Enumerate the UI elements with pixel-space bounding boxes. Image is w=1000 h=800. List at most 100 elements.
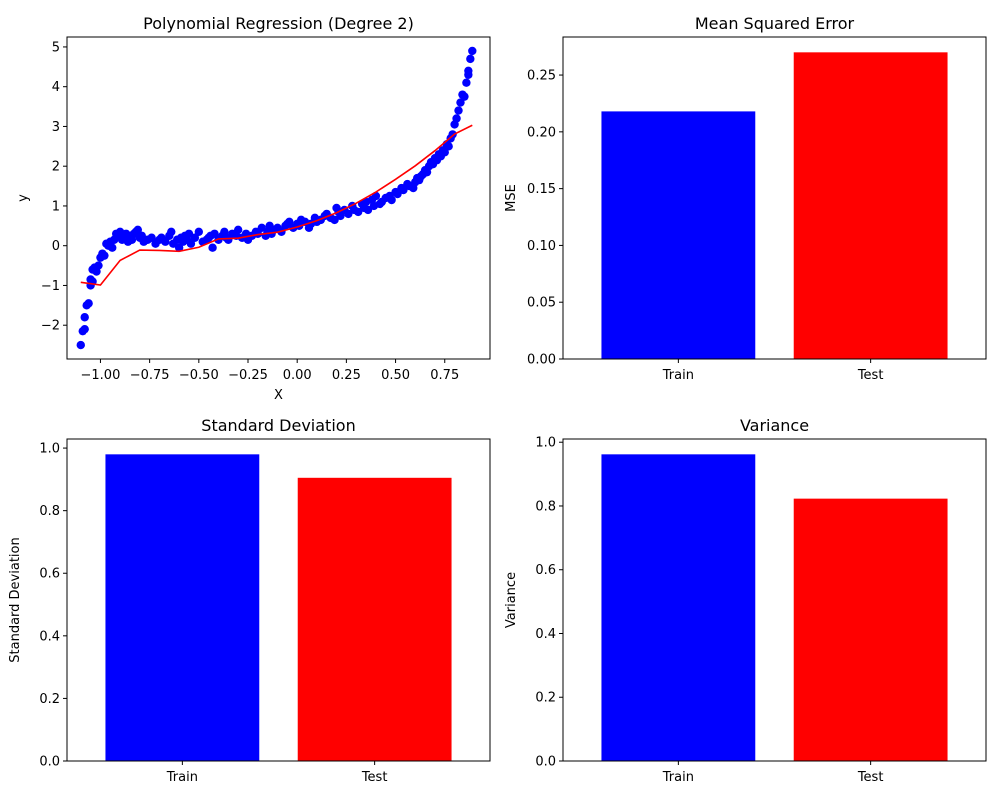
y-tick-label: 3 (52, 120, 60, 135)
plot-frame (66, 438, 491, 762)
y-axis-label: MSE (504, 184, 519, 212)
data-point (353, 207, 363, 217)
data-point (147, 233, 156, 242)
x-tick-label: Train (662, 770, 694, 785)
data-point (440, 148, 449, 157)
data-point (210, 229, 219, 238)
bar-train (601, 454, 756, 761)
y-tick-label: 0.2 (535, 691, 556, 706)
x-tick-label: 0.25 (332, 368, 361, 383)
bar-train (105, 454, 260, 761)
y-tick-label: 0.00 (527, 353, 556, 368)
x-tick-label: −0.25 (228, 368, 268, 383)
data-point (336, 211, 345, 221)
data-point (233, 225, 243, 235)
data-point (399, 185, 408, 195)
data-point (133, 225, 143, 235)
data-point (452, 114, 461, 123)
y-axis-label: Variance (504, 572, 519, 628)
data-point (190, 233, 200, 242)
x-tick-label: −0.75 (130, 368, 170, 383)
x-tick-label: Test (857, 368, 884, 383)
y-tick-label: 2 (52, 160, 60, 175)
x-axis-label: X (274, 388, 283, 403)
data-point (464, 66, 473, 75)
plot-frame (562, 438, 987, 762)
x-tick-label: −0.50 (179, 368, 219, 383)
data-point (94, 261, 103, 270)
data-point (108, 243, 117, 252)
chart-title: Polynomial Regression (Degree 2) (143, 14, 414, 33)
data-point (174, 243, 184, 252)
y-tick-label: 0.8 (39, 504, 60, 519)
data-point (466, 54, 475, 64)
x-tick-label: 0.00 (283, 368, 312, 383)
bar-test (793, 52, 948, 359)
data-point (285, 217, 294, 227)
x-tick-label: Train (662, 368, 694, 383)
y-tick-label: 5 (52, 40, 60, 55)
data-point (344, 209, 353, 219)
data-point (468, 46, 477, 56)
data-point (454, 106, 463, 115)
data-point (186, 239, 196, 248)
data-point (387, 195, 396, 205)
chart-panel-2: Mean Squared Error MSE 0.00 0.05 0.10 0.15 0.2… (504, 14, 987, 383)
data-point (84, 299, 93, 308)
data-point (330, 215, 339, 225)
y-tick-label: 0.4 (39, 629, 60, 644)
data-point (456, 98, 465, 107)
y-tick-label: −2 (41, 319, 60, 334)
data-point (161, 237, 170, 246)
data-point (184, 229, 194, 238)
x-tick-label: 0.75 (430, 368, 459, 383)
data-point (208, 243, 217, 252)
y-tick-label: 1.0 (39, 442, 60, 457)
y-tick-label: −1 (41, 279, 60, 294)
y-tick-label: 1.0 (535, 436, 556, 451)
data-point (167, 227, 176, 236)
y-tick-label: 0.20 (527, 125, 556, 140)
x-tick-label: −1.00 (81, 368, 121, 383)
plot-frame (66, 36, 491, 360)
x-tick-label: Test (361, 770, 388, 785)
chart-title: Variance (740, 416, 809, 435)
bar-test (793, 498, 948, 761)
y-axis-label: y (16, 194, 31, 202)
y-tick-label: 0.15 (527, 182, 556, 197)
data-point (76, 340, 85, 350)
data-point (224, 235, 233, 244)
fit-curve (80, 124, 473, 286)
y-tick-label: 0 (52, 239, 60, 254)
y-tick-label: 0.0 (535, 755, 556, 770)
data-point (100, 251, 109, 260)
data-point (393, 189, 402, 199)
y-tick-label: 1 (52, 199, 60, 214)
y-axis-label: Standard Deviation (8, 537, 23, 662)
plot-frame (562, 36, 987, 360)
x-tick-label: 0.50 (381, 368, 410, 383)
data-point (462, 78, 471, 87)
data-point (257, 223, 266, 233)
y-tick-label: 0.25 (527, 69, 556, 84)
y-tick-label: 0.2 (39, 692, 60, 707)
x-tick-label: Test (857, 770, 884, 785)
x-tick-label: Train (166, 770, 198, 785)
y-tick-label: 0.0 (39, 755, 60, 770)
y-tick-label: 0.4 (535, 627, 556, 642)
chart-panel-4: Variance Variance 0.0 0.2 0.4 0.6 0.8 1.0 Train T… (504, 416, 987, 785)
data-point (194, 227, 204, 236)
data-point (363, 205, 373, 215)
y-tick-label: 4 (52, 80, 60, 95)
data-point (460, 92, 469, 101)
bar-test (297, 477, 452, 761)
y-tick-label: 0.10 (527, 239, 556, 254)
chart-title: Mean Squared Error (695, 14, 855, 33)
y-tick-label: 0.05 (527, 296, 556, 311)
bar-train (601, 111, 756, 359)
chart-title: Standard Deviation (201, 416, 355, 435)
y-tick-label: 0.6 (535, 563, 556, 578)
y-tick-label: 0.8 (535, 499, 556, 514)
chart-panel-3: Standard Deviation Standard Deviation 0.0 0… (8, 416, 491, 785)
